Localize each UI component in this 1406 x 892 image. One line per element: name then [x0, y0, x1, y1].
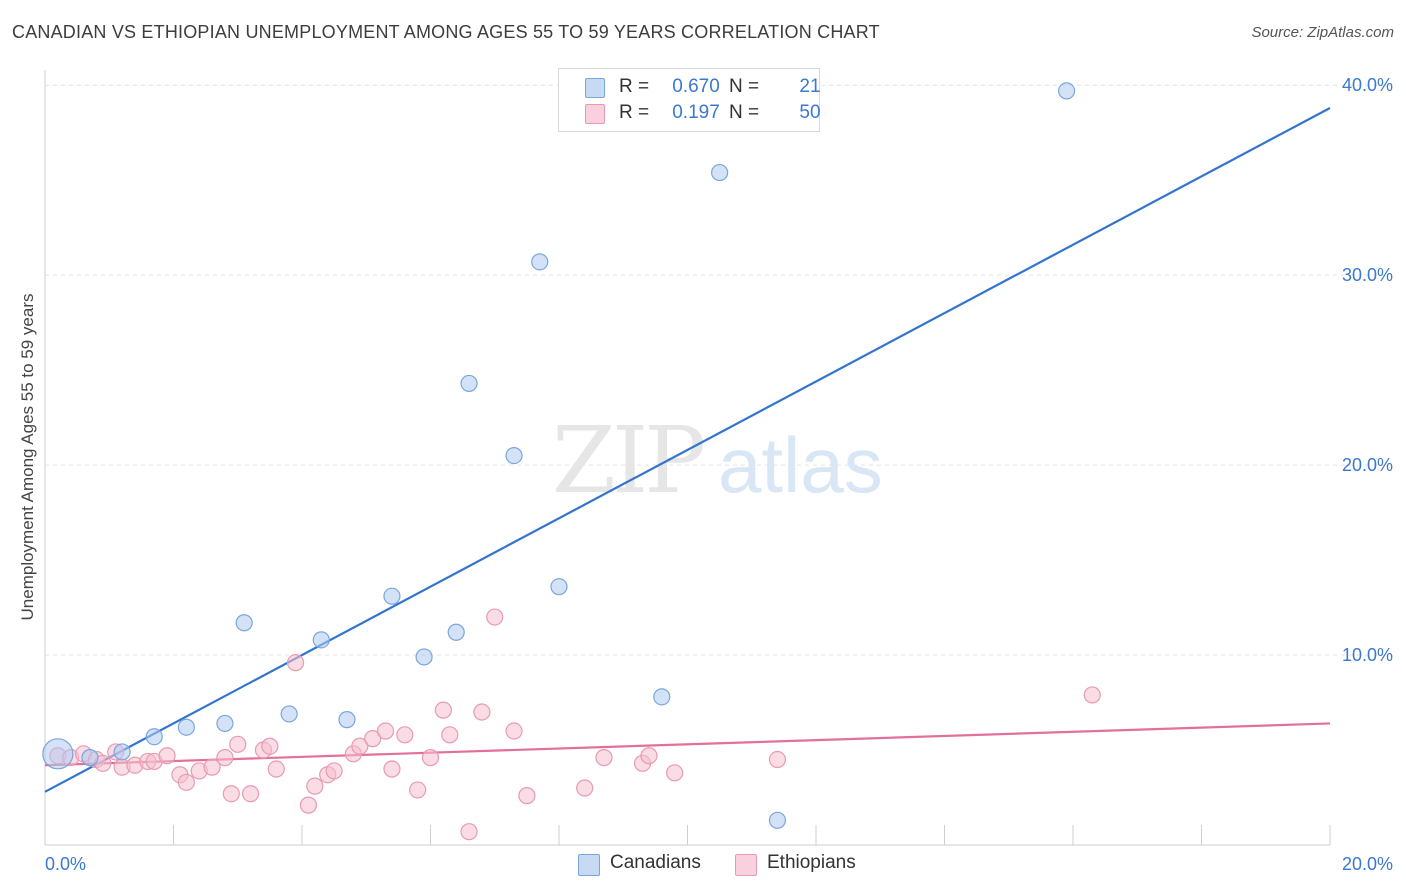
legend-label: Ethiopians [767, 852, 856, 873]
tick-labels: 10.0% 20.0% 30.0% 40.0% 0.0% 20.0% [45, 75, 1393, 874]
ethiopians-point [203, 758, 221, 776]
ethiopians-point [1083, 686, 1101, 704]
ethiopians-point [299, 796, 318, 814]
ethiopians-point [383, 760, 401, 778]
canadians-point [145, 728, 163, 746]
r-value: 0.197 [672, 102, 720, 123]
y-tick-label: 10.0% [1342, 645, 1393, 665]
ethiopians-point [222, 785, 240, 803]
x-tick-label: 0.0% [45, 854, 86, 874]
axes [44, 70, 1331, 846]
canadians-point [235, 614, 253, 632]
ethiopians-swatch [585, 104, 605, 124]
ethiopians-point [441, 726, 459, 744]
ethiopians-point [473, 703, 491, 721]
canadians-point [312, 631, 330, 649]
canadians-point [280, 705, 298, 723]
ethiopians-point [351, 737, 369, 755]
canadians-point [113, 743, 131, 761]
canadians-point [711, 163, 729, 182]
canadians-point [81, 749, 99, 767]
svg-text:atlas: atlas [718, 421, 883, 509]
r-label: R = [619, 76, 650, 97]
n-label: N = [729, 102, 760, 123]
legend-label: Canadians [610, 852, 701, 873]
ethiopians-point [229, 735, 247, 753]
n-value: 21 [799, 76, 821, 97]
canadians-point [531, 253, 549, 271]
ethiopians-point [325, 762, 343, 780]
ethiopians-point [261, 737, 279, 755]
series-legend: Canadians Ethiopians [0, 852, 1406, 878]
canadians-point [383, 587, 401, 605]
ethiopians-point [267, 760, 285, 778]
y-tick-label: 20.0% [1342, 455, 1393, 475]
y-tick-label: 30.0% [1342, 265, 1393, 285]
ethiopians-point [518, 787, 536, 805]
canadians-point [216, 714, 234, 733]
watermark: ZIP atlas [552, 407, 883, 514]
ethiopians-point [505, 722, 523, 740]
n-label: N = [729, 76, 760, 97]
source-credit: Source: ZipAtlas.com [1251, 24, 1394, 41]
ethiopians-trend-line [44, 722, 1331, 767]
canadians-trend-line [44, 107, 1331, 793]
data-points [42, 82, 1101, 841]
x-tick-label: 20.0% [1342, 854, 1393, 874]
grid-lines [45, 84, 1392, 656]
ethiopians-point [177, 773, 195, 791]
canadians-point [460, 374, 478, 393]
canadians-point [415, 648, 433, 666]
ethiopians-point [286, 654, 305, 672]
canadians-point [42, 738, 74, 770]
ethiopians-point [409, 781, 427, 799]
r-label: R = [619, 102, 650, 123]
ethiopians-point [460, 823, 478, 841]
canadians-legend-swatch [578, 854, 600, 876]
chart-title: CANADIAN VS ETHIOPIAN UNEMPLOYMENT AMONG… [12, 22, 880, 42]
ethiopians-point [640, 747, 658, 765]
canadians-point [768, 811, 787, 829]
ethiopians-legend-swatch [735, 854, 757, 876]
svg-text:ZIP: ZIP [552, 407, 703, 514]
ethiopians-point [364, 730, 382, 748]
canadians-point [1057, 82, 1076, 100]
ethiopians-point [158, 747, 176, 765]
ethiopians-point [396, 726, 414, 744]
canadians-point [447, 623, 465, 641]
ethiopians-point [434, 701, 452, 719]
ethiopians-point [242, 785, 260, 803]
r-value: 0.670 [672, 76, 720, 97]
ethiopians-point [576, 779, 594, 797]
ethiopians-point [595, 749, 613, 767]
ethiopians-point [768, 750, 787, 769]
canadians-swatch [585, 78, 605, 98]
ethiopians-point [486, 608, 504, 626]
canadians-point [505, 447, 523, 465]
ethiopians-point [306, 777, 324, 795]
n-value: 50 [799, 102, 821, 123]
canadians-point [177, 718, 195, 736]
ethiopians-point [376, 722, 395, 740]
ethiopians-point [216, 749, 234, 767]
correlation-legend: R = 0.670 N = 21 R = 0.197 N = 50 [558, 68, 821, 132]
canadians-point [550, 578, 568, 596]
canadians-point [338, 711, 356, 729]
y-tick-label: 40.0% [1342, 75, 1393, 95]
ethiopians-point [421, 749, 440, 767]
trend-lines [44, 107, 1331, 793]
canadians-point [653, 688, 671, 706]
ethiopians-point [666, 764, 684, 782]
